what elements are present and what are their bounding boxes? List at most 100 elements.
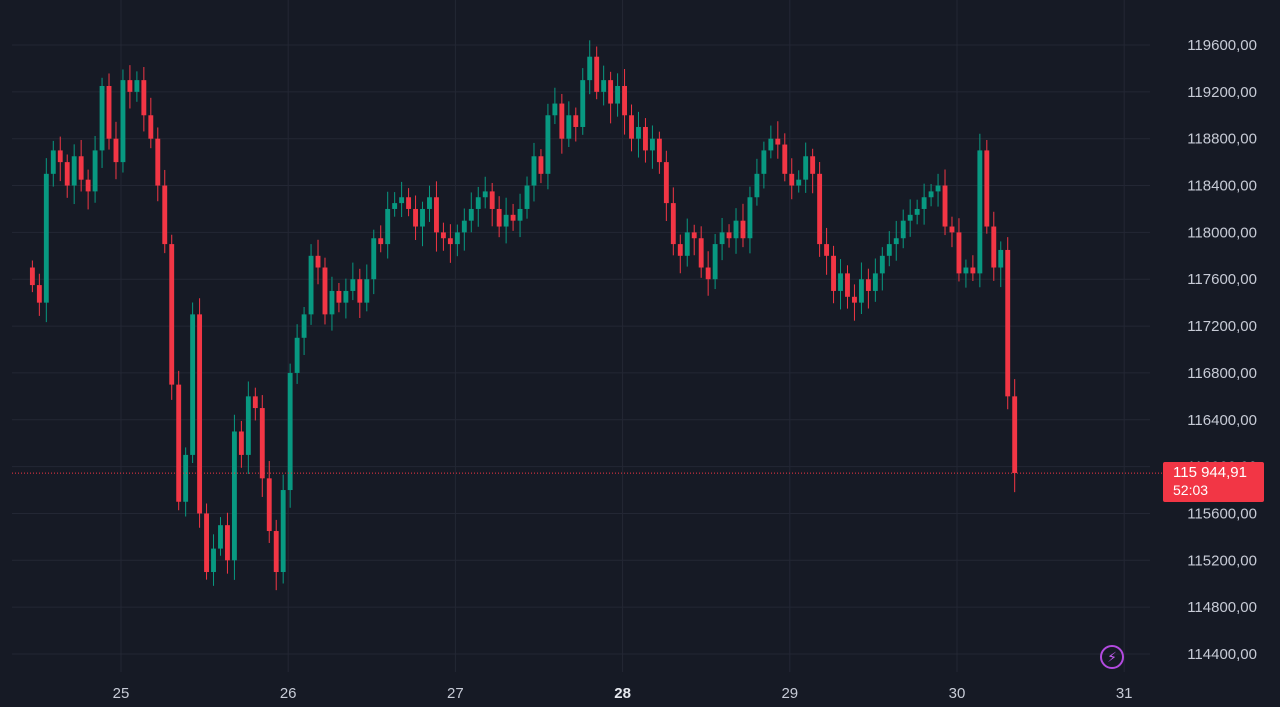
candle-body bbox=[566, 115, 572, 139]
candle-body bbox=[510, 214, 516, 221]
candle-body bbox=[252, 396, 258, 409]
y-tick-label: 118800,00 bbox=[1187, 131, 1257, 148]
candle-body bbox=[998, 249, 1004, 268]
candle-body bbox=[315, 255, 321, 268]
candle-body bbox=[935, 185, 941, 192]
candle-body bbox=[329, 290, 335, 315]
candle-body bbox=[684, 232, 690, 256]
candle-body bbox=[608, 80, 614, 104]
candle-body bbox=[663, 162, 669, 204]
x-tick-label: 28 bbox=[614, 685, 631, 702]
candle-body bbox=[78, 156, 84, 180]
candle-body bbox=[670, 203, 676, 245]
candle-body bbox=[740, 220, 746, 239]
candle-body bbox=[643, 126, 648, 151]
candle-body bbox=[350, 279, 356, 291]
candle-body bbox=[427, 197, 432, 209]
candle-body bbox=[106, 85, 112, 139]
candle-body bbox=[726, 232, 732, 239]
candle-body bbox=[942, 185, 948, 227]
x-tick-label: 25 bbox=[113, 685, 130, 702]
candle-body bbox=[308, 255, 314, 315]
candle-body bbox=[71, 156, 77, 186]
candle-body bbox=[64, 162, 70, 186]
candle-body bbox=[225, 525, 230, 561]
candle-body bbox=[705, 267, 711, 280]
candle-body bbox=[50, 150, 56, 174]
candle-body bbox=[879, 255, 885, 274]
y-tick-label: 116400,00 bbox=[1187, 412, 1257, 429]
candle-body bbox=[970, 267, 976, 274]
y-tick-label: 115600,00 bbox=[1187, 505, 1257, 522]
candle-body bbox=[956, 232, 962, 274]
candle-body bbox=[245, 396, 251, 455]
candle-body bbox=[775, 138, 781, 145]
candle-body bbox=[29, 267, 35, 286]
x-axis[interactable]: 25 26 27 28 29 30 31 bbox=[113, 685, 1133, 702]
candle-body bbox=[468, 208, 474, 221]
candle-body bbox=[691, 232, 697, 239]
candles bbox=[29, 40, 1018, 591]
candle-body bbox=[378, 238, 384, 245]
y-tick-label: 119600,00 bbox=[1187, 37, 1257, 54]
candle-body bbox=[928, 191, 934, 198]
candle-body bbox=[343, 290, 349, 303]
candle-body bbox=[99, 85, 105, 151]
candle-body bbox=[169, 244, 175, 385]
candle-body bbox=[977, 150, 983, 274]
candle-body bbox=[113, 138, 119, 163]
candle-body bbox=[733, 220, 739, 239]
candle-body bbox=[545, 115, 551, 174]
candle-body bbox=[434, 197, 439, 233]
candle-body bbox=[392, 203, 398, 209]
candle-body bbox=[336, 290, 342, 303]
candle-body bbox=[190, 314, 196, 455]
candle-countdown: 52:03 bbox=[1173, 482, 1209, 499]
x-tick-label: 29 bbox=[781, 685, 798, 702]
candle-body bbox=[580, 80, 586, 127]
candle-body bbox=[204, 513, 209, 573]
candle-body bbox=[440, 232, 446, 239]
candle-body bbox=[754, 173, 760, 198]
lightning-icon[interactable]: ⚡ bbox=[1100, 645, 1124, 669]
candle-body bbox=[573, 115, 579, 127]
candle-body bbox=[1012, 396, 1018, 474]
candle-body bbox=[218, 525, 223, 549]
candle-body bbox=[677, 244, 683, 256]
candle-body bbox=[148, 115, 154, 139]
y-tick-label: 118400,00 bbox=[1187, 178, 1257, 195]
x-tick-label: 27 bbox=[447, 685, 464, 702]
candle-body bbox=[810, 156, 816, 174]
candle-body bbox=[57, 150, 63, 163]
candle-body bbox=[538, 156, 544, 174]
candle-body bbox=[517, 208, 523, 221]
candle-body bbox=[984, 150, 990, 227]
candle-body bbox=[921, 197, 927, 209]
candle-body bbox=[413, 208, 418, 227]
candle-body bbox=[43, 173, 49, 303]
candle-body bbox=[197, 314, 203, 514]
candle-body bbox=[406, 197, 412, 209]
candle-body bbox=[824, 244, 830, 256]
candle-body bbox=[831, 255, 836, 291]
candle-body bbox=[636, 126, 641, 139]
candle-body bbox=[475, 197, 481, 209]
y-tick-label: 117200,00 bbox=[1187, 318, 1257, 335]
candle-body bbox=[963, 267, 969, 274]
candle-body bbox=[914, 208, 920, 215]
candle-body bbox=[900, 220, 906, 239]
candle-body bbox=[531, 156, 537, 186]
candle-body bbox=[454, 232, 460, 245]
candle-body bbox=[238, 431, 244, 455]
y-tick-label: 114800,00 bbox=[1187, 599, 1257, 616]
candle-body bbox=[120, 80, 126, 163]
candle-body bbox=[817, 173, 823, 245]
candle-body bbox=[838, 273, 843, 291]
candle-body bbox=[399, 197, 405, 204]
y-axis[interactable]: 119600,00 119200,00 118800,00 118400,00 1180… bbox=[1187, 37, 1257, 663]
x-tick-label: 30 bbox=[949, 685, 966, 702]
candle-body bbox=[872, 273, 878, 291]
candle-body bbox=[893, 238, 899, 245]
